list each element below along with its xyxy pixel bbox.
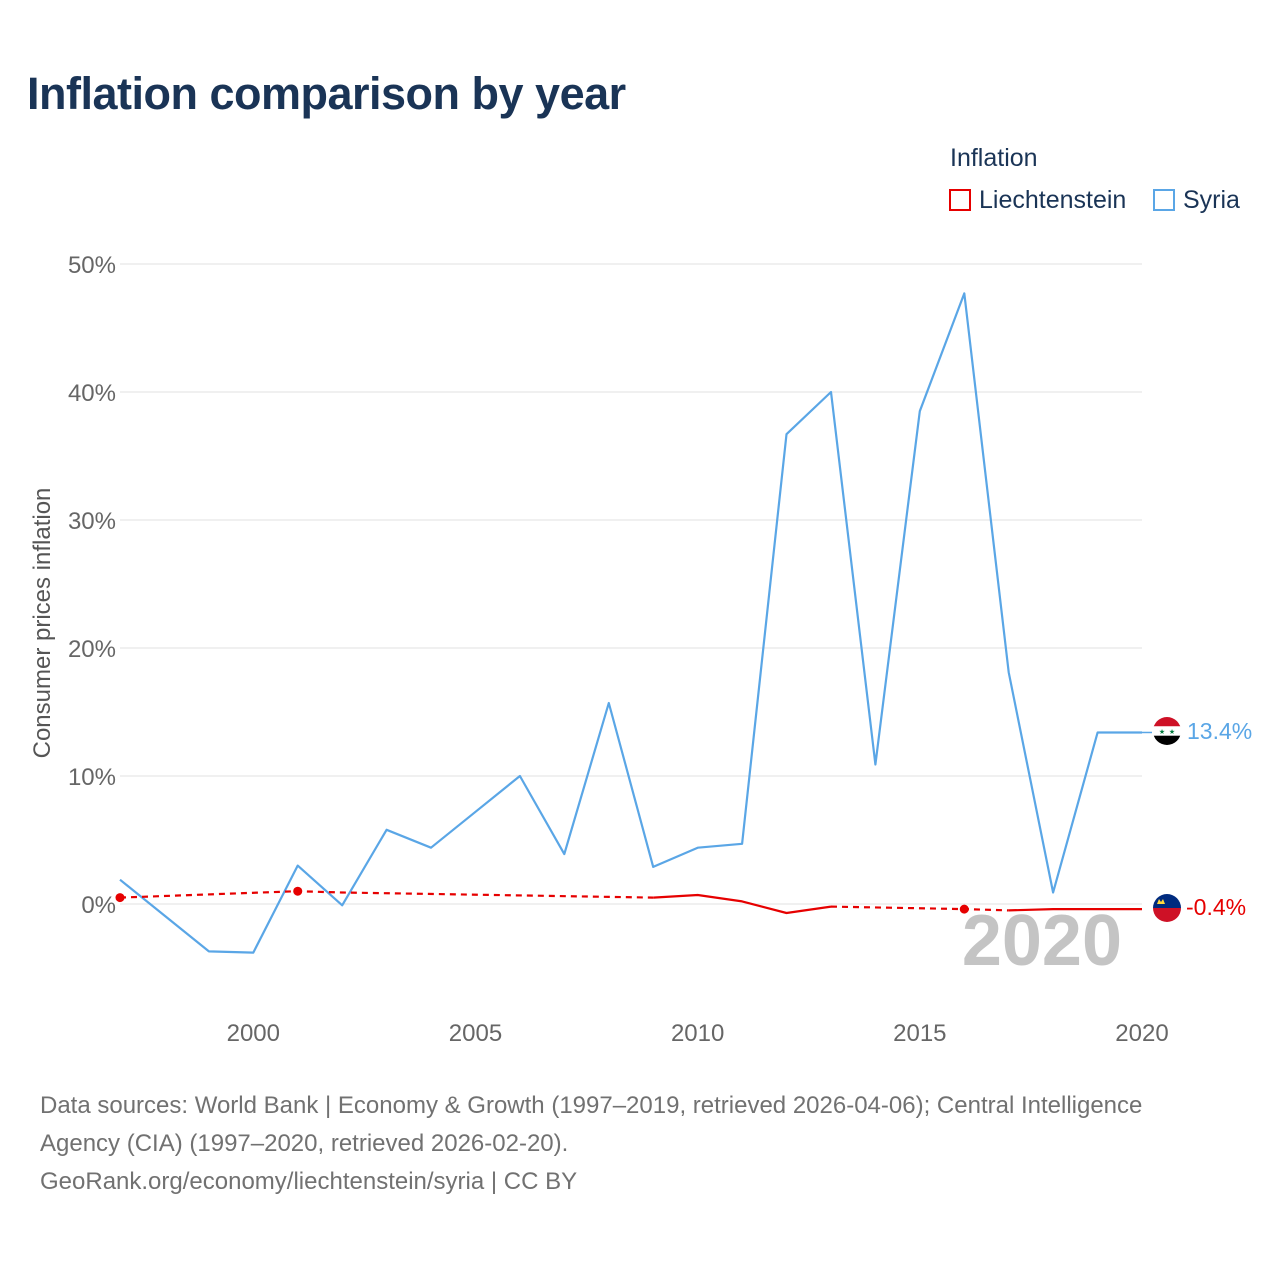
chart-area: 0% 10% 20% 30% 40% 50% 2000 2005 2010 2015 2020 C… [29,252,1252,1047]
y-axis-ticks: 0% 10% 20% 30% 40% 50% [68,252,116,919]
y-axis-label: Consumer prices inflation [29,488,56,759]
chart-title: Inflation comparison by year [27,68,626,119]
footer-line-1: Data sources: World Bank | Economy & Gro… [40,1092,1143,1119]
gridlines [120,263,1142,905]
legend-label-liechtenstein: Liechtenstein [979,185,1127,214]
data-point-liechtenstein[interactable] [115,893,125,903]
x-tick-label: 2020 [1115,1020,1168,1047]
y-tick-label: 0% [81,892,116,919]
legend-item-syria[interactable]: Syria [1153,186,1240,214]
series-line-liechtenstein-solid[interactable] [653,893,832,915]
end-label-liechtenstein: -0.4% [1186,894,1246,920]
series-line-liechtenstein-solid[interactable] [1008,907,1142,912]
svg-text:★: ★ [1159,728,1165,736]
legend-title: Inflation [950,144,1038,172]
x-tick-label: 2005 [449,1020,502,1047]
y-tick-label: 40% [68,380,116,407]
x-tick-label: 2000 [227,1020,280,1047]
y-tick-label: 20% [68,636,116,663]
series-line-liechtenstein-dashed[interactable] [119,890,654,899]
legend-swatch-syria [1153,189,1175,211]
legend-label-syria: Syria [1183,185,1240,214]
syria-flag-icon: ★ ★ [1153,717,1181,745]
y-tick-label: 50% [68,252,116,279]
x-axis-ticks: 2000 2005 2010 2015 2020 [227,1020,1169,1047]
data-point-liechtenstein[interactable] [293,886,303,896]
end-label-syria: 13.4% [1187,718,1252,744]
series-markers [115,886,969,914]
legend-item-liechtenstein[interactable]: Liechtenstein [949,186,1126,214]
x-tick-label: 2015 [893,1020,946,1047]
footer-line-2: Agency (CIA) (1997–2020, retrieved 2026-… [40,1130,569,1157]
series-line-syria[interactable] [119,292,1142,954]
data-point-liechtenstein[interactable] [959,904,969,914]
y-tick-label: 30% [68,508,116,535]
footer-sources: Data sources: World Bank | Economy & Gro… [40,1087,1240,1201]
legend-swatch-liechtenstein [949,189,971,211]
x-tick-label: 2010 [671,1020,724,1047]
y-tick-label: 10% [68,764,116,791]
footer-line-3: GeoRank.org/economy/liechtenstein/syria … [40,1168,578,1195]
svg-text:★: ★ [1169,728,1175,736]
year-watermark: 2020 [962,901,1122,981]
liechtenstein-flag-icon [1153,894,1181,922]
